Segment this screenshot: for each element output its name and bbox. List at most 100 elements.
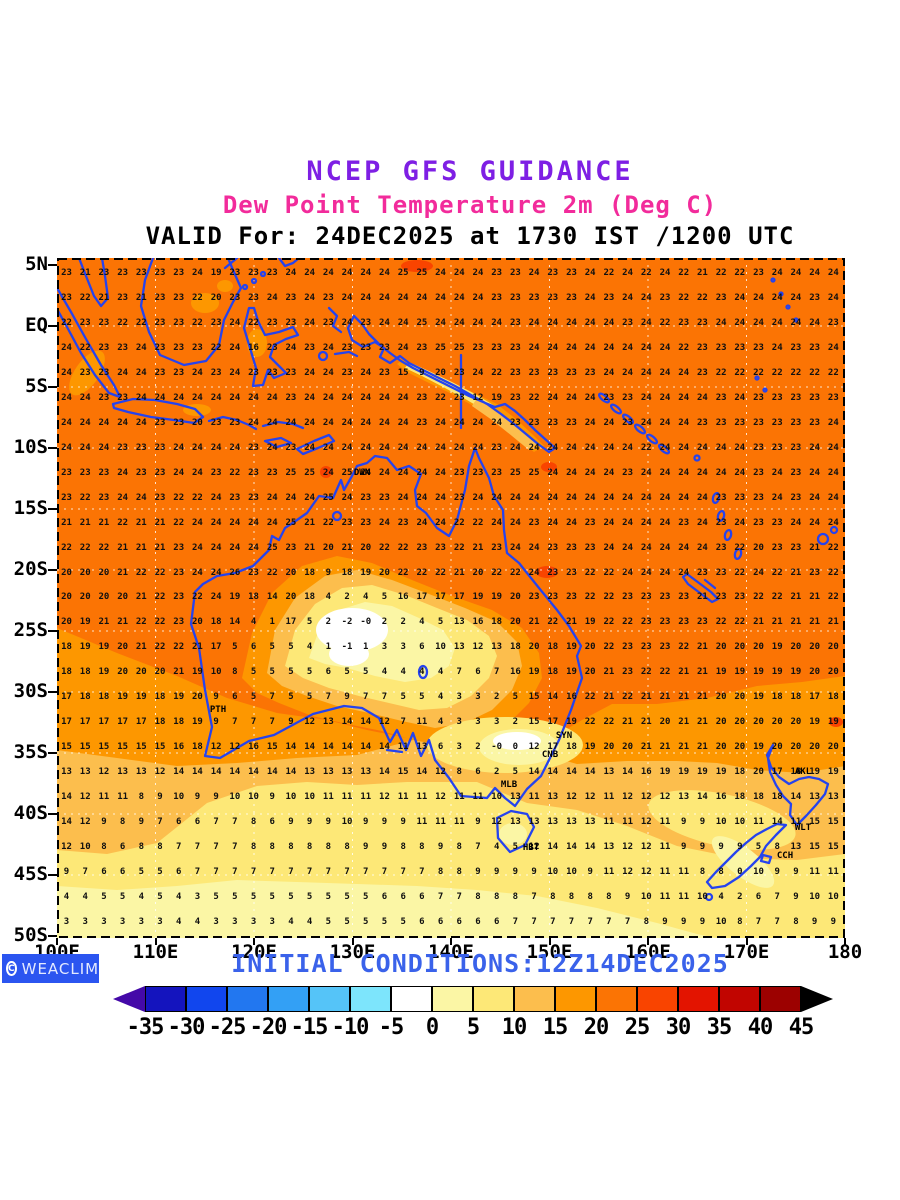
value-cell: 23: [210, 467, 222, 478]
value-cell: 20: [753, 717, 764, 728]
value-cell: 13: [790, 842, 802, 853]
value-cell: 24: [229, 442, 241, 453]
value-cell: 5: [755, 842, 762, 853]
value-cell: 5: [363, 892, 369, 902]
value-cell: 21: [696, 268, 708, 278]
value-cell: 9: [344, 692, 350, 703]
fill-sulawesi-spot: [247, 329, 267, 357]
value-cell: 7: [232, 717, 238, 728]
value-cell: 23: [266, 317, 278, 328]
value-cell: 6: [325, 667, 332, 678]
value-cell: 14: [248, 767, 259, 778]
value-cell: 23: [98, 367, 110, 378]
value-cell: 8: [325, 842, 332, 853]
value-cell: 24: [640, 517, 652, 528]
value-cell: 19: [229, 592, 241, 603]
lat-tick-label-40S: 40S: [13, 802, 48, 824]
value-cell: 23: [771, 442, 783, 453]
value-cell: 19: [771, 667, 783, 678]
value-cell: 23: [173, 592, 185, 603]
value-cell: 4: [82, 892, 88, 902]
value-cell: 23: [547, 367, 559, 378]
value-cell: 24: [379, 317, 390, 328]
value-cell: 21: [622, 717, 634, 728]
value-cell: 24: [304, 268, 316, 278]
value-cell: 23: [154, 442, 166, 453]
value-cell: 5: [213, 892, 219, 902]
value-cell: 24: [341, 392, 353, 403]
value-cell: 7: [288, 867, 294, 878]
value-cell: 13: [547, 817, 559, 828]
value-cell: 24: [304, 442, 316, 453]
value-cell: 23: [584, 517, 596, 528]
field-title: Dew Point Temperature 2m (Deg C): [222, 191, 718, 219]
value-cell: 15: [397, 367, 409, 378]
value-cell: 24: [472, 367, 484, 378]
value-cell: 21: [678, 742, 690, 753]
value-cell: 4: [493, 842, 500, 853]
value-cell: 20: [827, 742, 839, 753]
value-cell: 14: [173, 767, 185, 778]
lon-tick-mark: [351, 938, 354, 945]
value-cell: 24: [771, 467, 783, 478]
value-cell: 6: [493, 916, 500, 927]
value-cell: 22: [603, 567, 615, 578]
fill-se-white: [493, 732, 541, 750]
value-cell: 23: [472, 342, 484, 353]
value-cell: 24: [341, 268, 353, 278]
value-cell: 23: [734, 417, 746, 428]
value-cell: 25: [266, 542, 278, 553]
value-cell: 7: [531, 892, 537, 902]
value-cell: 24: [304, 367, 316, 378]
value-cell: 23: [696, 417, 708, 428]
value-cell: 12: [61, 842, 72, 853]
value-cell: 24: [379, 392, 390, 403]
value-cell: 4: [437, 717, 444, 728]
value-cell: 19: [809, 767, 821, 778]
lon-tick-mark: [56, 938, 58, 945]
value-cell: 22: [453, 517, 465, 528]
value-cell: 24: [229, 367, 241, 378]
lon-tick-label-180: 180: [827, 941, 863, 963]
value-cell: 13: [416, 742, 428, 753]
value-cell: 24: [734, 392, 746, 403]
value-cell: 15: [117, 742, 129, 753]
value-cell: 16: [715, 792, 727, 803]
value-cell: 18: [771, 792, 783, 803]
value-cell: 1: [363, 642, 369, 653]
value-cell: 23: [79, 317, 91, 328]
value-cell: 24: [678, 467, 690, 478]
value-cell: 20: [809, 742, 821, 753]
value-cell: -1: [341, 642, 353, 653]
value-cell: 24: [528, 317, 540, 328]
value-cell: 8: [119, 817, 126, 828]
value-cell: 8: [456, 767, 462, 778]
grid-row-12S: 23 23 23 24 23 23 24 24 23 22 23 23 25 25 24 25 24 24 24 24…: [58, 468, 842, 478]
value-cell: 24: [304, 292, 316, 303]
value-cell: 24: [809, 492, 821, 503]
value-cell: 24: [435, 492, 446, 503]
value-cell: 8: [606, 892, 612, 902]
value-cell: 3: [475, 717, 481, 728]
value-cell: 23: [154, 492, 166, 503]
value-cell: 14: [341, 717, 353, 728]
value-cell: 23: [229, 417, 241, 428]
value-cell: 4: [306, 642, 313, 653]
value-cell: 24: [192, 367, 203, 378]
grid-row-EQ: 22 23 23 22 22 23 23 22 23 24 22 23 23 24 23 24 23 24 24 25…: [58, 318, 842, 328]
value-cell: 20: [753, 642, 764, 653]
value-cell: 23: [360, 342, 372, 353]
value-cell: 24: [210, 542, 222, 553]
value-cell: 9: [680, 817, 687, 828]
value-cell: 21: [154, 542, 166, 553]
value-cell: 21: [678, 717, 690, 728]
value-cell: 19: [360, 567, 372, 578]
value-cell: 24: [827, 292, 839, 303]
value-cell: 24: [659, 567, 671, 578]
vanuatu4: [733, 547, 743, 561]
value-cell: 6: [419, 642, 425, 653]
grid-row-38S: 14 12 11 11 8 9 10 9 9 10 10 9 10 10 11 11 11 12 11 11 12 11 1…: [58, 792, 842, 802]
value-cell: 24: [622, 517, 634, 528]
value-cell: 24: [379, 467, 390, 478]
value-cell: 24: [715, 442, 727, 453]
